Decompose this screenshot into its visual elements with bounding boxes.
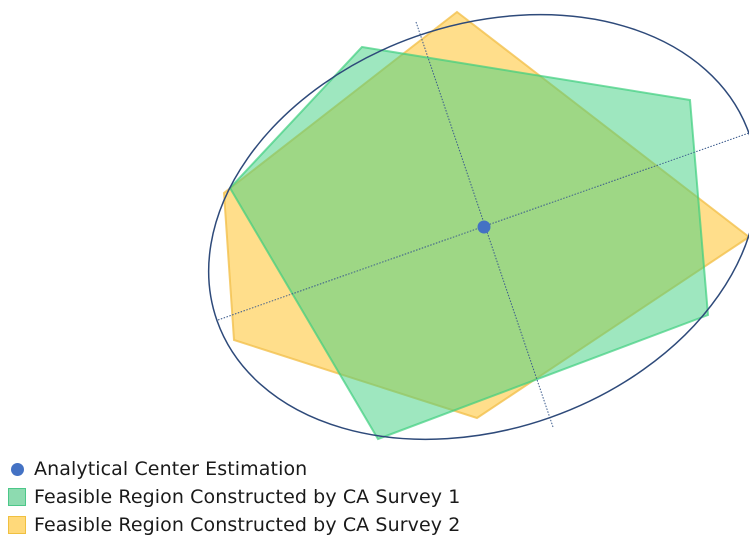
survey-2-swatch [8, 516, 26, 534]
analytical-center-point [477, 220, 491, 234]
survey-1-swatch [8, 488, 26, 506]
legend-item-survey-2: Feasible Region Constructed by CA Survey… [8, 511, 460, 539]
legend-item-survey-1: Feasible Region Constructed by CA Survey… [8, 483, 460, 511]
feasible-region-survey-1 [228, 45, 710, 441]
legend-label-analytical-center: Analytical Center Estimation [34, 458, 308, 480]
legend: Analytical Center Estimation Feasible Re… [8, 455, 460, 539]
analytical-center-marker [11, 462, 24, 476]
legend-label-survey-1: Feasible Region Constructed by CA Survey… [34, 486, 461, 508]
ellipse-major-axis [217, 132, 749, 321]
legend-item-analytical-center: Analytical Center Estimation [8, 455, 460, 483]
legend-label-survey-2: Feasible Region Constructed by CA Survey… [34, 514, 461, 536]
